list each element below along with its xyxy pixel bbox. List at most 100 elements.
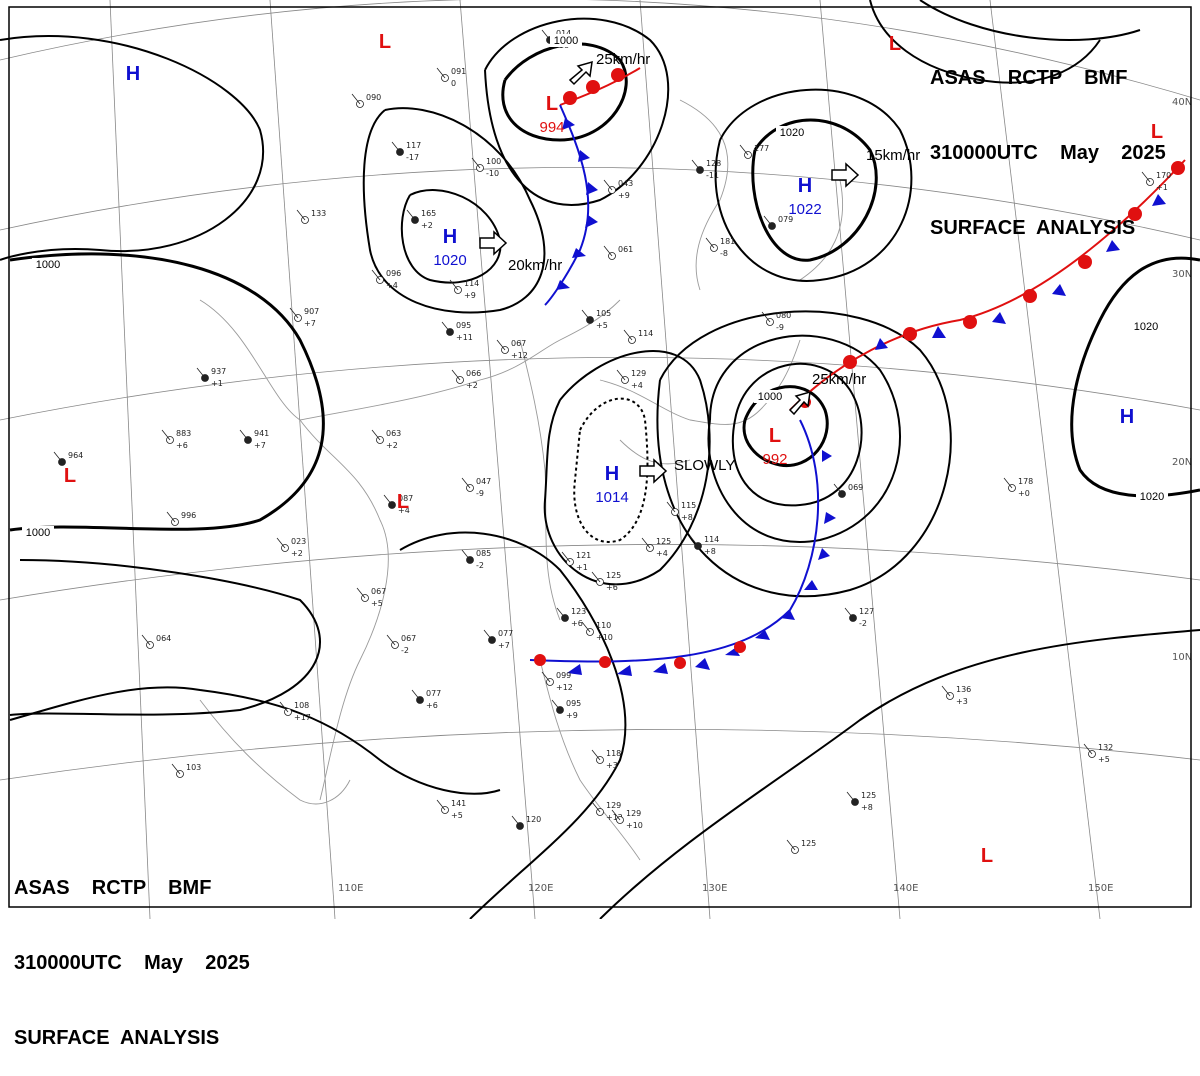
station-pressure: 964 [68,451,83,460]
wind-barb [739,144,749,156]
wind-barb [611,809,621,821]
station-tendency: -8 [720,249,728,258]
wind-barb [641,537,651,549]
station-tendency: +0 [1018,489,1030,498]
wind-barb [141,634,151,646]
wind-barb [371,269,381,281]
station-pressure: 996 [181,511,196,520]
wind-barb [541,671,551,683]
isobar-label: 1000 [758,391,782,403]
station-tendency: +12 [606,813,623,822]
wind-barb [623,329,633,341]
wind-barb [603,179,613,191]
station-pressure: 883 [176,429,191,438]
station-pressure: 114 [638,329,653,338]
station-tendency: +8 [704,547,716,556]
station-pressure: 077 [498,629,513,638]
wind-barb [166,511,176,523]
low-pressure-symbol: L [981,845,993,867]
station-pressure: 178 [1018,477,1033,486]
header-line-1: ASAS RCTP BMF [14,877,212,899]
movement-label: 20km/hr [508,257,562,274]
station-tendency: +10 [596,633,613,642]
station-pressure: 067 [401,634,416,643]
wind-barb [239,429,249,441]
high-pressure-symbol: H [1120,406,1134,428]
station-tendency: +1 [1156,183,1168,192]
station-pressure: 103 [186,763,201,772]
latitude-labels: 40N 30N 20N 10N [1172,97,1192,663]
station-pressure: 091 [451,67,466,76]
station-tendency: -11 [706,171,719,180]
wind-barb [705,237,715,249]
center-pressure-label: 1014 [595,489,628,506]
station-pressure: 069 [848,483,863,492]
high-pressure-symbol: H [443,226,457,248]
isobar-label-bg [32,258,64,271]
station-pressure: 125 [656,537,671,546]
station-pressure: 066 [466,369,481,378]
station-pressure: 907 [304,307,319,316]
station-pressure: 136 [956,685,971,694]
station-pressure: 133 [311,209,326,218]
high-pressure-symbol: H [126,63,140,85]
station-pressure: 108 [294,701,309,710]
isobar-label-bg [776,126,808,139]
wind-barb [616,369,626,381]
wind-barb [1083,743,1093,755]
low-pressure-symbol: L [889,33,901,55]
station-tendency: +2 [386,441,398,450]
longitude-label: 120E [528,883,553,894]
header-line-2: 310000UTC May 2025 [14,952,250,974]
station-tendency: -9 [476,489,484,498]
station-pressure: 937 [211,367,226,376]
isobar-label-bg [1136,490,1168,503]
motion-labels: 25km/hr 20km/hr 15km/hr 25km/hr SLOWLY [508,51,920,474]
longitude-label: 140E [893,883,918,894]
station-tendency: +6 [606,583,618,592]
station-pressure: 125 [606,571,621,580]
station-pressure: 096 [386,269,401,278]
station-pressure: 095 [566,699,581,708]
wind-barb [603,245,613,257]
wind-barb [689,535,699,547]
station-pressure: 100 [486,157,501,166]
longitude-label: 110E [338,883,363,894]
graticule [0,0,1200,919]
station-pressure: 129 [631,369,646,378]
station-pressure: 132 [1098,743,1113,752]
wind-barb [371,429,381,441]
station-tendency: +9 [618,191,630,200]
wind-barb [279,701,289,713]
header-line-3: SURFACE ANALYSIS [930,217,1136,239]
isobar-label: 1020 [1134,321,1158,333]
station-pressure: 105 [596,309,611,318]
station-tendency: +6 [426,701,438,710]
low-pressure-symbol: L [64,465,76,487]
station-pressure: 127 [859,607,874,616]
station-pressure: 114 [464,279,479,288]
station-pressure: 067 [371,587,386,596]
wind-barb [383,494,393,506]
station-tendency: -2 [859,619,867,628]
station-tendency: +7 [254,441,266,450]
wind-barb [461,477,471,489]
station-pressure: 941 [254,429,269,438]
station-tendency: +3 [956,697,968,706]
longitude-label: 130E [702,883,727,894]
wind-barb [833,483,843,495]
wind-barb [761,311,771,323]
station-pressure: 110 [596,621,611,630]
station-pressure: 129 [626,809,641,818]
wind-barb [461,549,471,561]
high-pressure-symbol: H [605,463,619,485]
station-pressure: 115 [681,501,696,510]
station-tendency: +12 [511,351,528,360]
wind-barb [276,537,286,549]
wind-barb [591,571,601,583]
wind-barb [541,29,551,41]
movement-label: SLOWLY [674,457,735,474]
station-tendency: +4 [631,381,643,390]
isobar-label-bg [22,526,54,539]
